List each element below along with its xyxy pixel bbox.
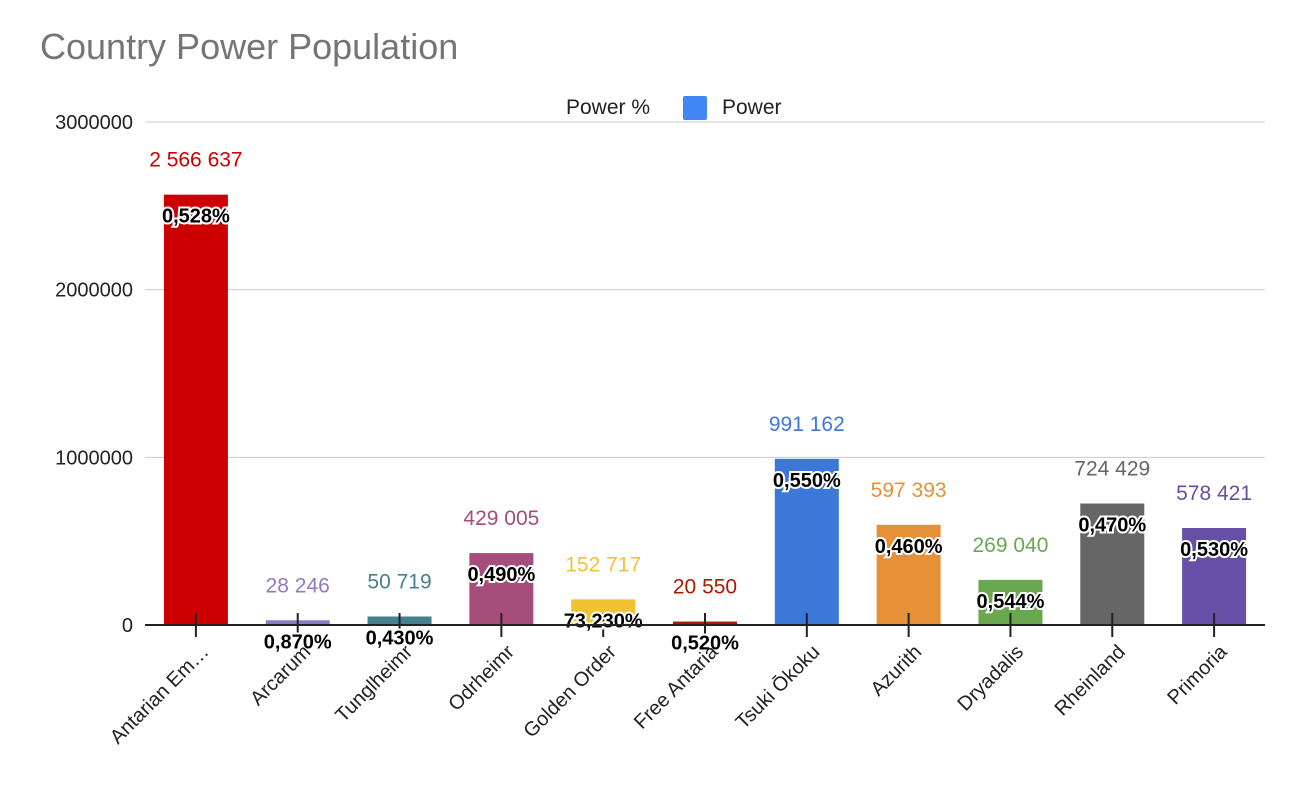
legend-item-power-percent[interactable]: Power %	[566, 96, 650, 119]
power-percent-label: 0,870%	[264, 631, 332, 653]
y-tick-label: 1000000	[55, 447, 133, 469]
x-category-label: Azurith	[867, 641, 927, 701]
legend-swatch-power	[683, 96, 707, 120]
power-percent-label: 0,544%	[977, 591, 1045, 613]
bar-value-label: 429 005	[463, 507, 539, 530]
power-percent-label: 0,550%	[773, 470, 841, 492]
bar[interactable]	[774, 458, 839, 625]
bar-value-label: 578 421	[1176, 482, 1252, 505]
x-category-label: Odrheimr	[444, 641, 519, 716]
x-category-label: Golden Order	[519, 641, 620, 742]
x-category-label: Dryadalis	[953, 641, 1028, 716]
bar-value-label: 269 040	[972, 534, 1048, 557]
power-percent-label: 0,530%	[1180, 539, 1248, 561]
power-percent-label: 0,520%	[671, 633, 739, 655]
x-category-label: Primoria	[1163, 640, 1232, 709]
power-percent-label: 0,490%	[467, 564, 535, 586]
y-tick-label: 2000000	[55, 280, 133, 302]
bar-value-label: 597 393	[871, 479, 947, 502]
power-percent-label: 73,230%	[564, 610, 643, 632]
bars: 2 566 637 0,528% 28 246 0,870% 50 719 0,430% 4…	[149, 149, 1252, 657]
x-category-label: Tunglheimr	[331, 641, 417, 727]
legend: Power % Power	[566, 96, 782, 120]
bar-value-label: 991 162	[769, 413, 845, 436]
bar[interactable]	[876, 524, 941, 625]
y-axis: 0 1000000 2000000 3000000	[55, 112, 133, 637]
bar[interactable]	[1080, 503, 1145, 625]
x-category-label: Rheinland	[1051, 641, 1130, 720]
y-tick-label: 3000000	[55, 112, 133, 134]
power-percent-label: 0,470%	[1078, 515, 1146, 537]
gridlines	[145, 121, 1265, 458]
x-category-label: Antarian Em…	[106, 641, 214, 749]
bar[interactable]	[1182, 528, 1247, 625]
power-percent-label: 0,528%	[162, 206, 230, 228]
x-category-label: Tsuki Ōkoku	[731, 640, 824, 733]
bar-value-label: 724 429	[1074, 458, 1150, 481]
power-percent-label: 0,460%	[875, 536, 943, 558]
bar-value-label: 50 719	[367, 570, 431, 593]
chart-title: Country Power Population	[40, 26, 459, 67]
bar-value-label: 2 566 637	[149, 149, 242, 172]
legend-item-power[interactable]: Power	[722, 96, 782, 119]
bar-value-label: 152 717	[565, 553, 641, 576]
bar-value-label: 20 550	[673, 576, 737, 599]
bar-value-label: 28 246	[266, 574, 330, 597]
y-tick-label: 0	[122, 615, 133, 637]
power-percent-label: 0,430%	[366, 627, 434, 649]
bar[interactable]	[163, 194, 228, 625]
